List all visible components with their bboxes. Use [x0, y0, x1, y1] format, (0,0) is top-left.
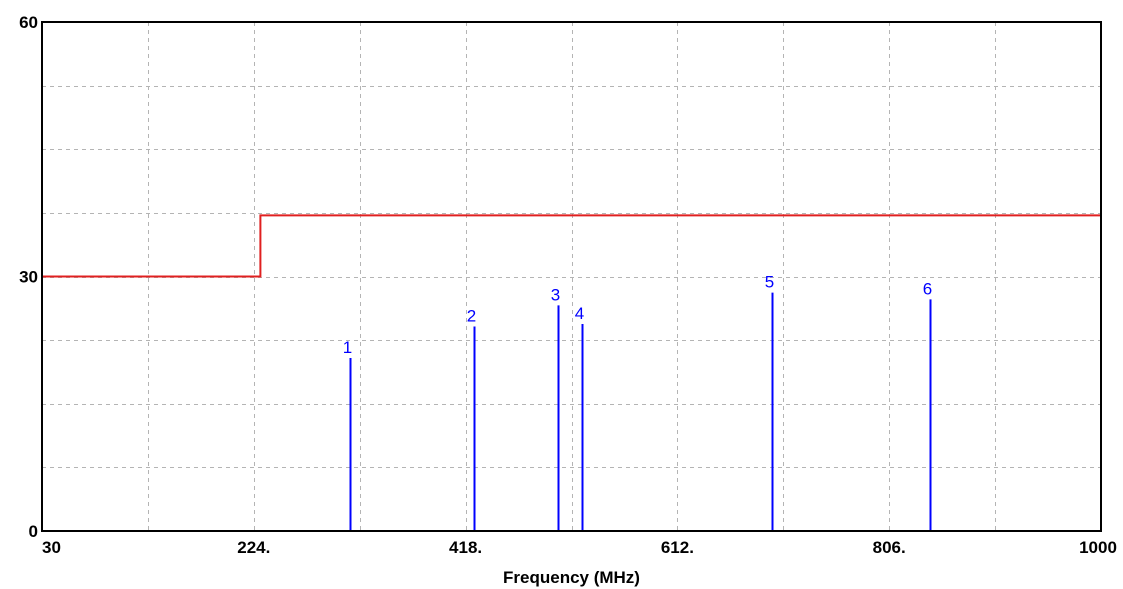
limit-line — [42, 214, 1101, 278]
marker-4-label: 4 — [575, 304, 584, 323]
marker-6-label: 6 — [923, 279, 932, 298]
x-tick-label: 1000 — [1079, 538, 1117, 557]
plot-frame — [41, 21, 1102, 532]
limit-line-group — [42, 214, 1101, 278]
x-tick-label: 30 — [42, 538, 61, 557]
x-tick-label: 418. — [449, 538, 482, 557]
marker-1-label: 1 — [343, 338, 352, 357]
marker-group: 1 2 34 5 6 — [343, 273, 932, 531]
marker-5-label: 5 — [765, 273, 774, 292]
x-tick-label: 224. — [237, 538, 270, 557]
y-tick-label: 0 — [29, 522, 38, 541]
grid-lines — [42, 22, 1101, 531]
y-tick-label: 30 — [19, 268, 38, 287]
marker-2-label: 2 — [467, 307, 476, 326]
x-tick-label: 806. — [873, 538, 906, 557]
x-tick-label: 612. — [661, 538, 694, 557]
marker-3-label: 3 — [551, 285, 560, 304]
x-axis-title: Frequency (MHz) — [503, 568, 640, 587]
y-tick-label: 60 — [19, 13, 38, 32]
